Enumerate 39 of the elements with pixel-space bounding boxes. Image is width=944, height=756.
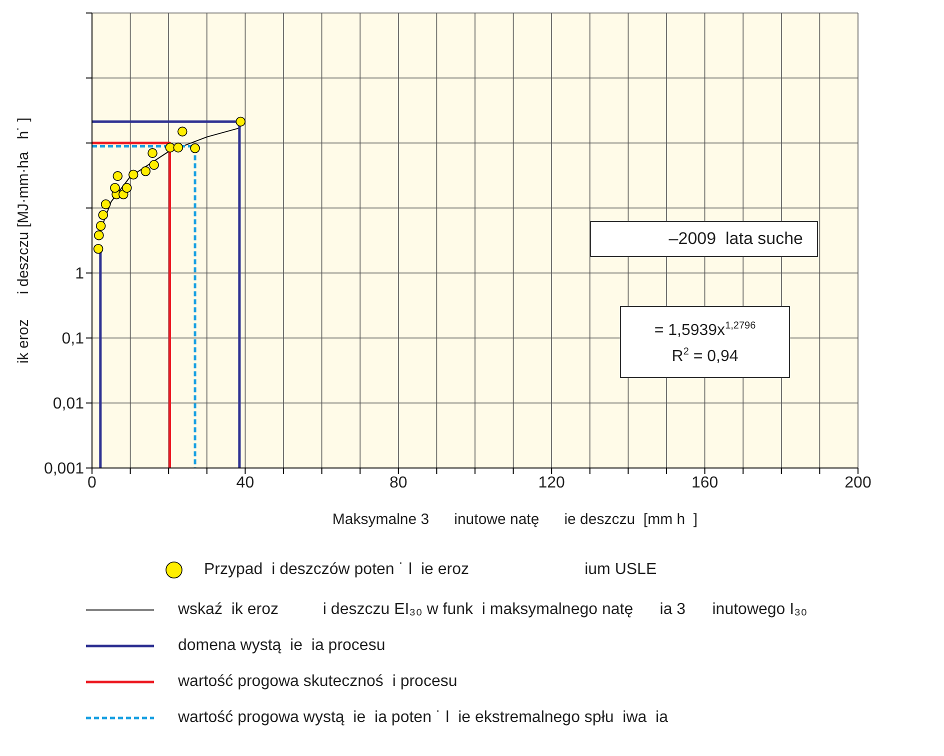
y-tick-label: 0,001 (44, 460, 84, 478)
point (93, 244, 104, 254)
y-tick-label: 0,1 (62, 330, 84, 348)
legend-label: wartość progowa wystą ie ia poten ˙ l ie ekstremalnego spłu iwa ia (178, 709, 668, 727)
text-box: –2009 lata suche (590, 221, 818, 257)
y-tick-label: 1 (75, 266, 84, 283)
point (190, 143, 200, 154)
x-tick-label: 200 (844, 474, 872, 492)
x-tick-label: 120 (538, 474, 566, 492)
y-tick-label: 0,01 (52, 396, 84, 413)
point (100, 199, 111, 210)
point (173, 142, 184, 152)
x-axis-title: Maksymalne 3 inutowe natę ie deszczu [mm h ] (332, 511, 698, 528)
point (94, 230, 104, 240)
annotation: –2009 lata suche (668, 229, 803, 248)
x-tick-label: 160 (691, 474, 718, 492)
point (140, 166, 151, 176)
point (165, 142, 176, 152)
legend-label: Przypad i deszczów poten ˙ l ie eroz ium USLE (204, 561, 657, 579)
legend-label: wartość progowa skutecznoś i procesu (178, 673, 458, 691)
point (128, 170, 138, 180)
point (149, 160, 159, 170)
point (148, 148, 158, 158)
x-tick-label: 80 (390, 474, 408, 492)
annotation: R$^{2}$ = 0,94 (672, 347, 738, 366)
point (110, 182, 120, 193)
x-tick-label: 0 (88, 474, 97, 492)
point (98, 210, 108, 220)
point (96, 221, 106, 231)
y-axis-title: ik eroz i deszczu [MJ·mm·ha h˙ ] (15, 118, 32, 364)
point (122, 182, 132, 193)
equation-box: = 1,5939x$^{1,2796}$ R$^{2}$ = 0,94 (620, 306, 790, 378)
x-tick-label: 40 (236, 474, 254, 492)
legend-label: domena wystą ie ia procesu (178, 637, 386, 655)
legend-label: wskaź ik eroz i deszczu EI₃₀ w funk i maksymalnego natę ia 3 inutowego I₃₀ (178, 601, 808, 619)
point (236, 116, 246, 127)
point (177, 126, 188, 136)
annotation: = 1,5939x$^{1,2796}$ (654, 320, 756, 339)
point (112, 171, 123, 181)
